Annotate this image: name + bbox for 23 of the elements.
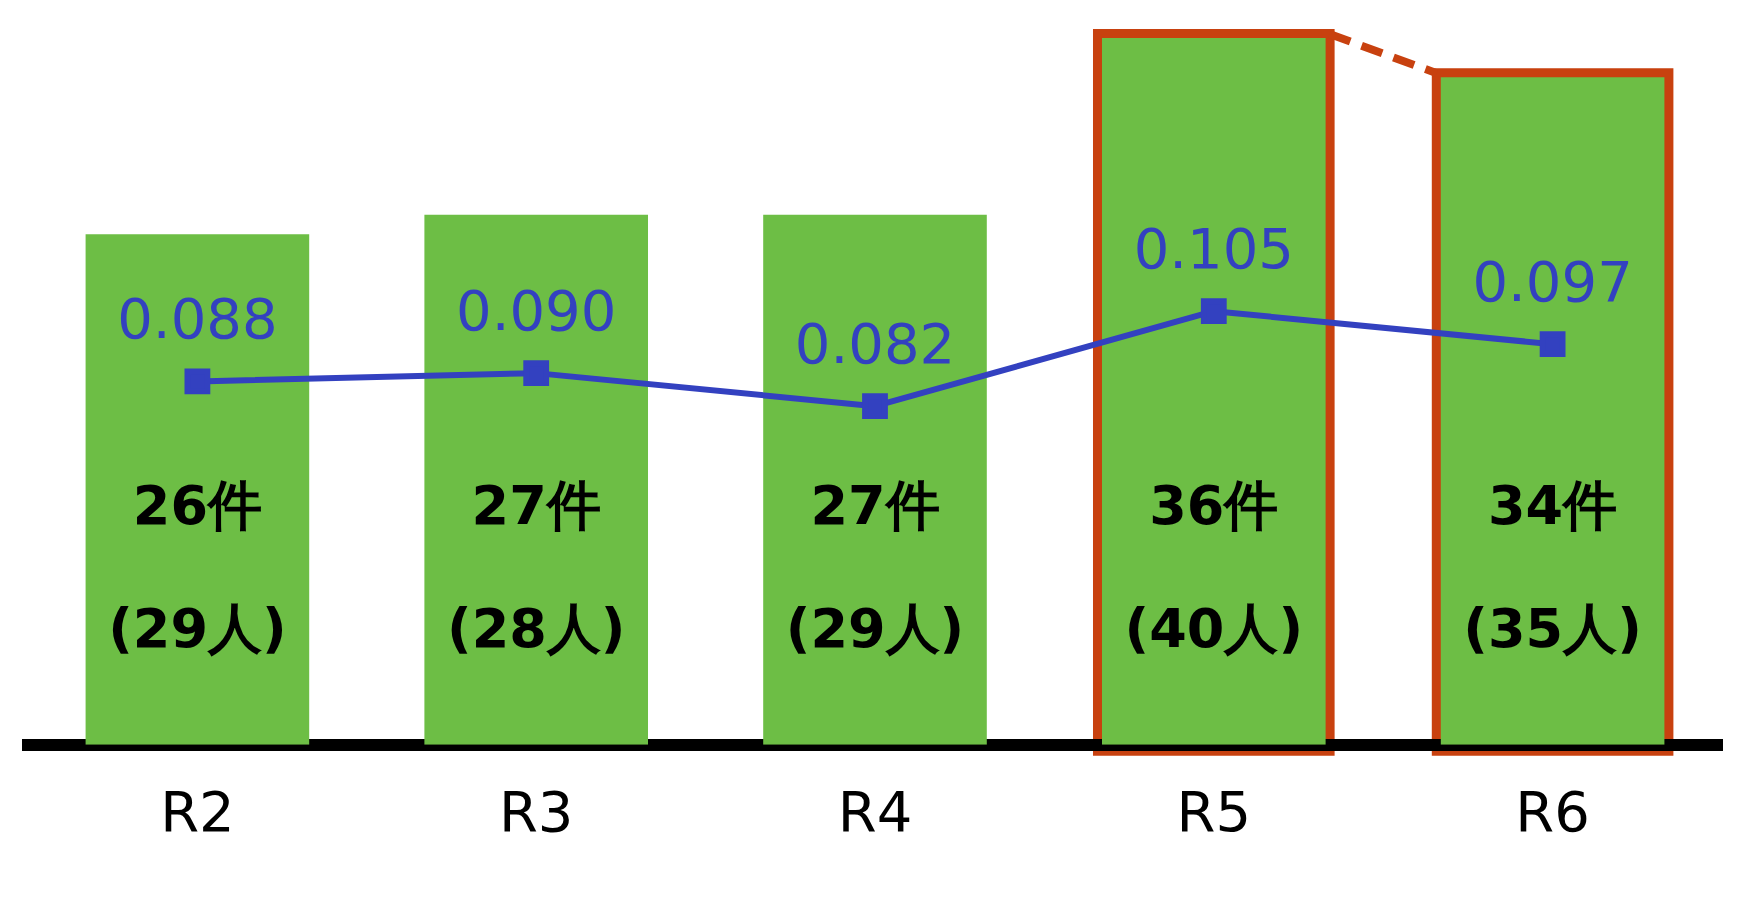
bar bbox=[85, 234, 310, 745]
point bbox=[1539, 331, 1566, 358]
data-label: 34件 (35人) bbox=[1463, 473, 1642, 660]
data-label: 27件 (28人) bbox=[446, 473, 626, 660]
x-tick-label: R6 bbox=[1515, 778, 1590, 844]
data-label: 0.090 bbox=[456, 277, 617, 343]
x-tick-label: R4 bbox=[837, 778, 913, 844]
data-label: 0.082 bbox=[794, 310, 956, 376]
data-label: 0.105 bbox=[1133, 215, 1294, 281]
bar bbox=[424, 214, 648, 745]
point bbox=[523, 360, 550, 387]
bar bbox=[763, 214, 987, 745]
point bbox=[862, 393, 888, 420]
point bbox=[1200, 298, 1227, 325]
x-tick-label: R2 bbox=[160, 778, 235, 844]
data-label: 0.088 bbox=[117, 285, 278, 351]
x-tick-label: R3 bbox=[498, 778, 574, 844]
x-tick-label: R5 bbox=[1176, 778, 1252, 844]
data-label: 36件 (40人) bbox=[1124, 473, 1304, 660]
data-label: 27件 (29人) bbox=[785, 473, 965, 660]
point bbox=[184, 368, 211, 395]
data-label: 26件 (29人) bbox=[108, 473, 287, 660]
data-label: 0.097 bbox=[1472, 248, 1633, 314]
